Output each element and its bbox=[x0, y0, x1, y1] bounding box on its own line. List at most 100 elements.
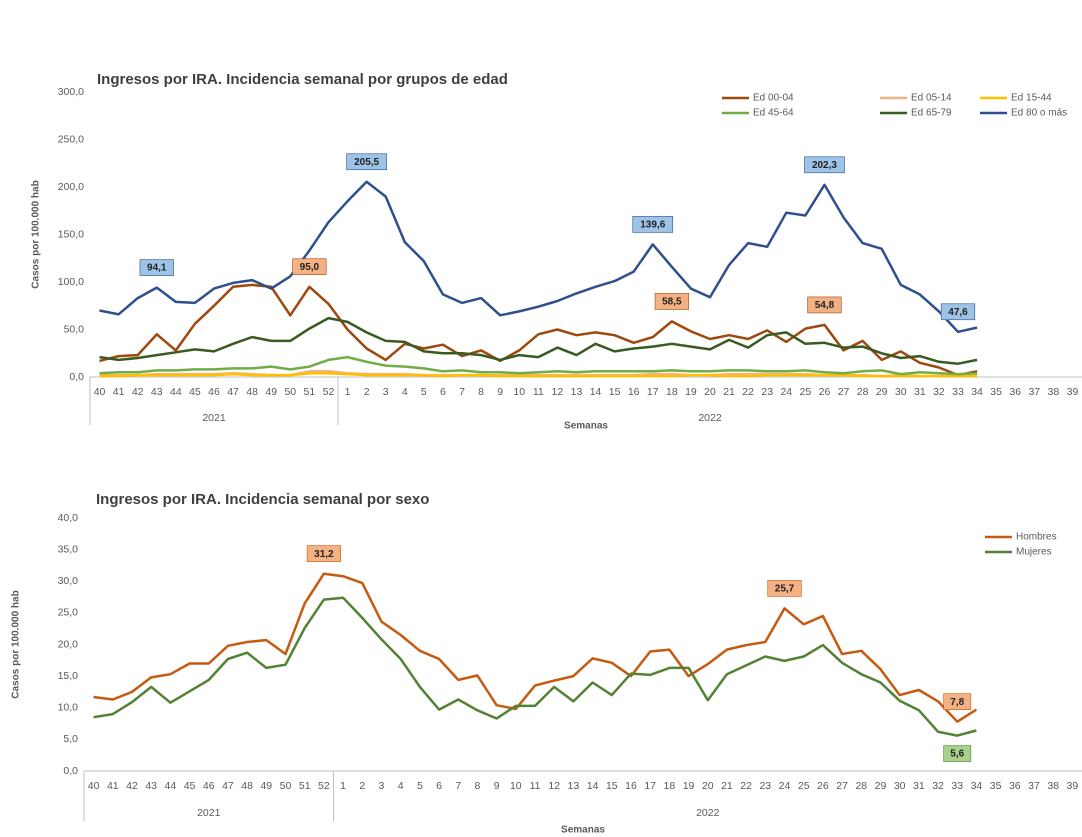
y-tick-label: 150,0 bbox=[58, 228, 84, 240]
x-tick-label: 34 bbox=[971, 386, 983, 398]
x-tick-label: 24 bbox=[780, 386, 792, 398]
x-tick-label: 7 bbox=[455, 780, 461, 792]
x-tick-label: 21 bbox=[723, 386, 735, 398]
x-tick-label: 17 bbox=[647, 386, 659, 398]
x-tick-label: 16 bbox=[625, 780, 637, 792]
x-axis-title: Semanas bbox=[564, 421, 608, 432]
x-tick-label: 26 bbox=[817, 780, 829, 792]
x-tick-label: 13 bbox=[568, 780, 580, 792]
x-tick-label: 43 bbox=[145, 780, 157, 792]
chart-title: Ingresos por IRA. Incidencia semanal por… bbox=[96, 491, 429, 508]
series-line bbox=[93, 596, 977, 737]
x-tick-label: 4 bbox=[402, 386, 408, 398]
x-tick-label: 6 bbox=[436, 780, 442, 792]
x-tick-label: 50 bbox=[284, 386, 296, 398]
data-label-box bbox=[804, 156, 845, 174]
data-label-box bbox=[943, 745, 972, 762]
x-tick-label: 16 bbox=[628, 386, 640, 398]
x-tick-label: 35 bbox=[990, 386, 1002, 398]
data-label: 205,5 bbox=[354, 157, 379, 168]
y-tick-label: 5,0 bbox=[63, 733, 78, 745]
x-tick-label: 10 bbox=[513, 386, 525, 398]
legend-label: Ed 00-04 bbox=[753, 93, 794, 104]
x-tick-label: 43 bbox=[151, 386, 163, 398]
x-tick-label: 42 bbox=[132, 386, 144, 398]
x-tick-label: 4 bbox=[398, 780, 404, 792]
x-tick-label: 40 bbox=[94, 386, 106, 398]
x-group-label: 2022 bbox=[696, 807, 720, 819]
x-tick-label: 50 bbox=[280, 780, 292, 792]
x-tick-label: 51 bbox=[299, 780, 311, 792]
data-label: 7,8 bbox=[950, 697, 964, 708]
x-tick-label: 17 bbox=[644, 780, 656, 792]
x-tick-label: 38 bbox=[1048, 386, 1060, 398]
y-tick-label: 25,0 bbox=[58, 607, 79, 619]
x-tick-label: 19 bbox=[683, 780, 695, 792]
x-tick-label: 44 bbox=[170, 386, 182, 398]
x-tick-label: 47 bbox=[222, 780, 234, 792]
x-tick-label: 45 bbox=[189, 386, 201, 398]
x-tick-label: 6 bbox=[440, 386, 446, 398]
data-label: 47,6 bbox=[948, 307, 968, 318]
x-tick-label: 42 bbox=[126, 780, 138, 792]
y-tick-label: 0,0 bbox=[69, 371, 84, 383]
x-tick-label: 27 bbox=[836, 780, 848, 792]
x-tick-label: 48 bbox=[246, 386, 258, 398]
x-tick-label: 14 bbox=[587, 780, 599, 792]
x-tick-label: 36 bbox=[1009, 780, 1021, 792]
legend-label: Ed 65-79 bbox=[911, 108, 952, 119]
y-tick-label: 35,0 bbox=[58, 543, 79, 555]
x-tick-label: 7 bbox=[459, 386, 465, 398]
x-tick-label: 31 bbox=[913, 780, 925, 792]
x-tick-label: 48 bbox=[241, 780, 253, 792]
series-line bbox=[99, 180, 978, 334]
x-tick-label: 28 bbox=[855, 780, 867, 792]
x-tick-label: 11 bbox=[530, 780, 541, 792]
x-tick-label: 3 bbox=[383, 386, 389, 398]
x-tick-label: 23 bbox=[761, 386, 773, 398]
x-tick-label: 2 bbox=[359, 780, 365, 792]
y-tick-label: 30,0 bbox=[58, 575, 79, 587]
x-tick-label: 34 bbox=[971, 780, 983, 792]
data-label-box bbox=[654, 293, 689, 310]
series-line bbox=[99, 371, 978, 378]
y-tick-label: 0,0 bbox=[63, 765, 78, 777]
x-tick-label: 33 bbox=[951, 780, 963, 792]
x-tick-label: 12 bbox=[552, 386, 564, 398]
x-group-label: 2021 bbox=[202, 412, 226, 424]
x-tick-label: 33 bbox=[952, 386, 964, 398]
x-tick-label: 35 bbox=[990, 780, 1002, 792]
x-tick-label: 29 bbox=[876, 386, 888, 398]
data-label: 25,7 bbox=[775, 584, 795, 595]
legend-label: Mujeres bbox=[1016, 547, 1052, 558]
x-tick-label: 9 bbox=[497, 386, 503, 398]
x-tick-label: 5 bbox=[421, 386, 427, 398]
data-label-box bbox=[767, 580, 802, 597]
x-tick-label: 49 bbox=[260, 780, 272, 792]
x-group-label: 2021 bbox=[197, 807, 221, 819]
legend-label: Ed 80 o más bbox=[1011, 108, 1067, 119]
data-label: 202,3 bbox=[812, 160, 837, 171]
x-tick-label: 32 bbox=[932, 780, 944, 792]
x-tick-label: 9 bbox=[494, 780, 500, 792]
x-tick-label: 13 bbox=[571, 386, 583, 398]
x-tick-label: 39 bbox=[1067, 386, 1079, 398]
x-tick-label: 26 bbox=[819, 386, 831, 398]
y-tick-label: 50,0 bbox=[64, 323, 85, 335]
data-label: 58,5 bbox=[662, 297, 682, 308]
y-tick-label: 250,0 bbox=[58, 133, 84, 145]
y-tick-label: 200,0 bbox=[58, 181, 84, 193]
x-tick-label: 30 bbox=[895, 386, 907, 398]
data-label: 139,6 bbox=[640, 220, 665, 231]
x-tick-label: 45 bbox=[184, 780, 196, 792]
x-tick-label: 46 bbox=[208, 386, 220, 398]
x-tick-label: 37 bbox=[1028, 386, 1040, 398]
x-tick-label: 8 bbox=[478, 386, 484, 398]
x-tick-label: 40 bbox=[88, 780, 100, 792]
x-tick-label: 49 bbox=[265, 386, 277, 398]
legend-label: Ed 05-14 bbox=[911, 93, 952, 104]
x-tick-label: 1 bbox=[340, 780, 346, 792]
x-tick-label: 1 bbox=[345, 386, 351, 398]
x-tick-label: 2 bbox=[364, 386, 370, 398]
